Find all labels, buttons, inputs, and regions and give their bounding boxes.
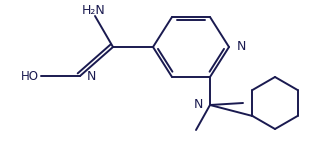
- Text: N: N: [87, 69, 96, 82]
- Text: N: N: [237, 39, 247, 52]
- Text: H₂N: H₂N: [82, 4, 106, 18]
- Text: N: N: [194, 99, 203, 111]
- Text: HO: HO: [21, 69, 39, 82]
